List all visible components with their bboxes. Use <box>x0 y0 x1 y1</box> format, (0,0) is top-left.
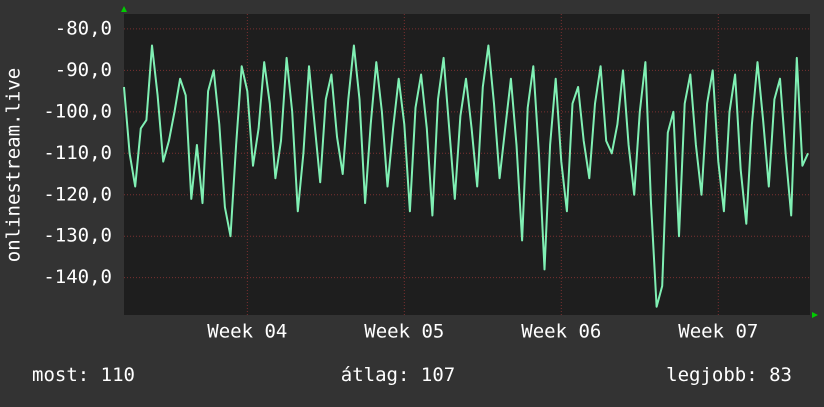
y-tick-label: -110,0 <box>43 142 112 164</box>
x-tick-label: Week 06 <box>521 321 601 343</box>
stat-label: most: <box>32 364 89 386</box>
y-tick-label: -140,0 <box>43 266 112 288</box>
y-axis-label: onlinestream.live <box>3 68 25 262</box>
x-tick-label: Week 07 <box>678 321 758 343</box>
stat: legjobb: 83 <box>666 364 792 386</box>
stat: most: 110 <box>32 364 135 386</box>
data-line <box>123 44 809 308</box>
stat-value: 110 <box>101 364 135 386</box>
x-tick-label: Week 04 <box>207 321 287 343</box>
y-tick-label: -90,0 <box>55 59 112 81</box>
stat-label: átlag: <box>341 364 410 386</box>
stat-value: 83 <box>769 364 792 386</box>
stat-value: 107 <box>421 364 455 386</box>
y-tick-label: -130,0 <box>43 225 112 247</box>
axis-arrow <box>812 312 818 318</box>
y-tick-label: -120,0 <box>43 183 112 205</box>
y-tick-label: -100,0 <box>43 100 112 122</box>
stat: átlag: 107 <box>341 364 455 386</box>
stat-label: legjobb: <box>666 364 758 386</box>
y-tick-label: -80,0 <box>55 17 112 39</box>
x-tick-label: Week 05 <box>364 321 444 343</box>
axis-arrow <box>121 6 127 12</box>
plot-area <box>124 14 810 315</box>
